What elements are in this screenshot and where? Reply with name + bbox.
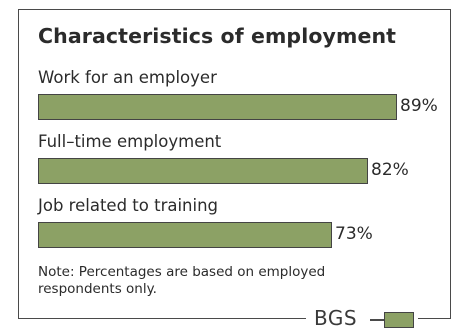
bar-label: Job related to training xyxy=(38,196,219,215)
logo-connector xyxy=(370,319,384,321)
chart-title: Characteristics of employment xyxy=(38,24,397,48)
logo-text: BGS xyxy=(314,306,358,330)
bar-label: Work for an employer xyxy=(38,68,217,87)
data-label: 89% xyxy=(400,96,438,116)
data-label: 82% xyxy=(371,160,409,180)
chart-note: Note: Percentages are based on employed … xyxy=(38,264,326,297)
bar xyxy=(38,94,397,120)
bar-label: Full–time employment xyxy=(38,132,222,151)
data-label: 73% xyxy=(335,224,373,244)
bar xyxy=(38,158,368,184)
bar-track: 89% xyxy=(38,94,441,120)
logo-square-icon xyxy=(384,312,414,328)
chart-frame xyxy=(18,9,451,319)
bar-track: 82% xyxy=(38,158,441,184)
bar-track: 73% xyxy=(38,222,441,248)
bar xyxy=(38,222,332,248)
